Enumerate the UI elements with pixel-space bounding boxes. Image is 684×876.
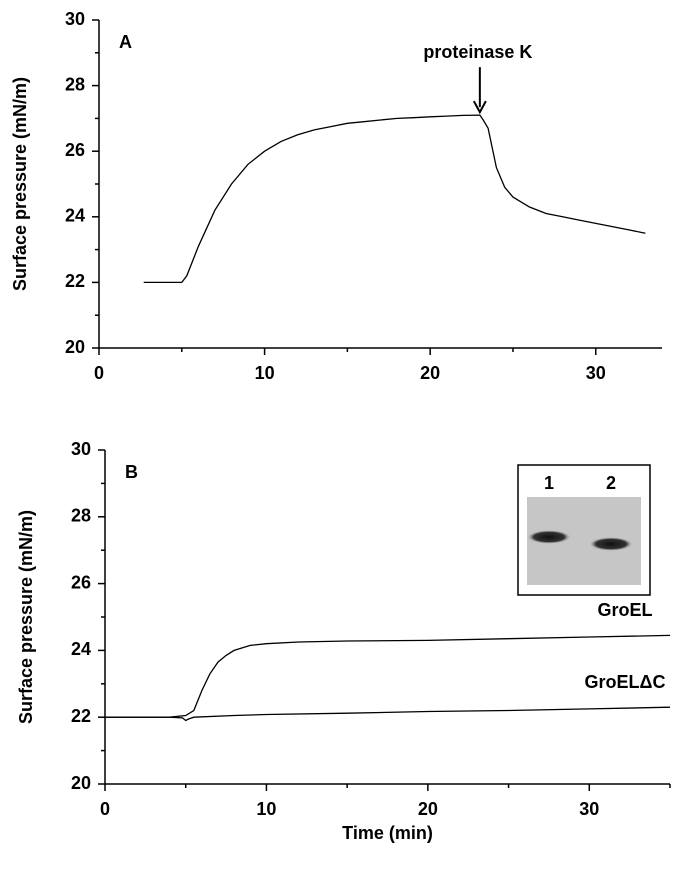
- y-axis-label: Surface pressure (mN/m): [10, 77, 30, 291]
- y-tick-label: 20: [65, 337, 85, 357]
- y-tick-label: 30: [65, 9, 85, 29]
- y-tick-label: 26: [71, 572, 91, 592]
- x-tick-label: 30: [586, 363, 606, 383]
- lane-label: 2: [606, 473, 616, 493]
- panel-label: B: [125, 462, 138, 482]
- annotation-arrowhead: [472, 100, 487, 115]
- x-tick-label: 20: [420, 363, 440, 383]
- series-label: GroELΔC: [585, 672, 666, 692]
- gel-inset: 1 2: [517, 464, 651, 596]
- y-tick-label: 30: [71, 439, 91, 459]
- gel-band: [527, 530, 571, 544]
- annotation: proteinase K: [423, 42, 532, 62]
- x-tick-label: 0: [94, 363, 104, 383]
- panel-label: A: [119, 32, 132, 52]
- y-tick-label: 22: [71, 706, 91, 726]
- y-tick-label: 28: [65, 74, 85, 94]
- y-tick-label: 24: [65, 206, 85, 226]
- y-axis-label: Surface pressure (mN/m): [16, 510, 36, 724]
- x-axis-label: Time (min): [342, 823, 433, 843]
- y-tick-label: 28: [71, 506, 91, 526]
- data-line: [105, 706, 671, 722]
- x-tick-label: 20: [418, 799, 438, 819]
- data-line: [105, 634, 671, 718]
- y-tick-label: 26: [65, 140, 85, 160]
- y-tick-label: 24: [71, 639, 91, 659]
- gel-band: [589, 537, 633, 551]
- data-line: [143, 114, 646, 284]
- x-tick-label: 30: [579, 799, 599, 819]
- x-tick-label: 0: [100, 799, 110, 819]
- y-tick-label: 22: [65, 271, 85, 291]
- series-label: GroEL: [597, 600, 652, 620]
- x-tick-label: 10: [256, 799, 276, 819]
- lane-label: 1: [544, 473, 554, 493]
- x-tick-label: 10: [255, 363, 275, 383]
- y-tick-label: 20: [71, 773, 91, 793]
